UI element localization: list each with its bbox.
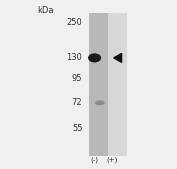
Text: kDa: kDa (37, 6, 54, 15)
Text: (-): (-) (91, 157, 99, 163)
Polygon shape (114, 53, 122, 62)
Text: 72: 72 (72, 98, 82, 107)
Text: 55: 55 (72, 124, 82, 133)
Bar (88, 13, 108, 156)
Ellipse shape (95, 100, 105, 105)
Text: 95: 95 (72, 74, 82, 83)
Bar (108, 13, 127, 156)
Ellipse shape (88, 53, 101, 63)
Text: 250: 250 (67, 18, 82, 27)
Text: 130: 130 (67, 53, 82, 62)
Text: (+): (+) (106, 157, 118, 163)
